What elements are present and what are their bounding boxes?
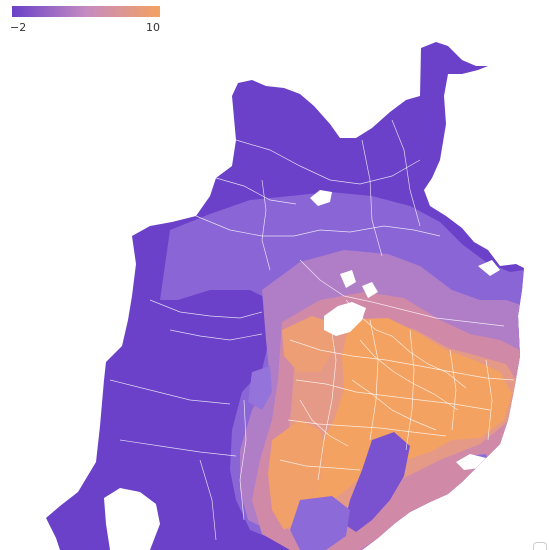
map-void-centre-2 xyxy=(340,270,356,288)
map-void-estuary xyxy=(478,260,500,276)
color-scale-legend: −2 10 xyxy=(8,6,160,36)
legend-max-label: 10 xyxy=(146,21,160,34)
legend-min-label: −2 xyxy=(10,21,27,34)
map-corner-control[interactable] xyxy=(533,542,547,550)
map-zone-purple-pocket-2[interactable] xyxy=(290,496,350,550)
map-zone-orange[interactable] xyxy=(286,318,512,514)
color-scale-bar xyxy=(12,6,160,17)
map-void-centre-3 xyxy=(362,282,378,298)
map-zone-orange-west[interactable] xyxy=(282,316,334,372)
map-zone-purple-pocket-3[interactable] xyxy=(248,366,272,410)
map-zone-purple-pocket[interactable] xyxy=(344,432,410,532)
map-void-southwest xyxy=(104,488,160,550)
suburb-boundaries xyxy=(109,119,515,541)
map-void-north xyxy=(310,190,332,206)
map-zone-orange-south[interactable] xyxy=(268,420,326,530)
